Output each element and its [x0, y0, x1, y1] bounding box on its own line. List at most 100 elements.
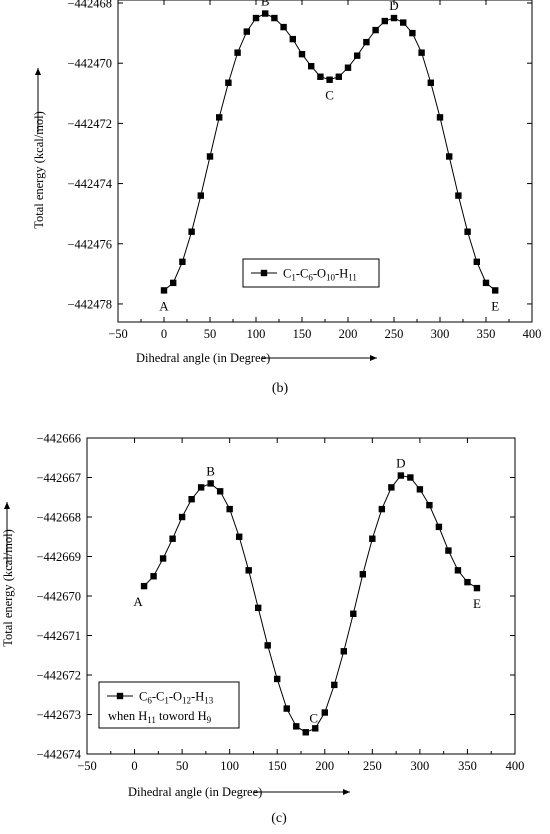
data-point [255, 604, 262, 612]
data-point [409, 29, 416, 37]
legend-subscript: 6 [308, 273, 313, 283]
x-tick-label: −50 [108, 327, 128, 341]
legend-text-part: when H [108, 709, 147, 723]
y-tick-label: −442667 [36, 471, 81, 485]
point-label-d: D [389, 0, 398, 13]
data-point [317, 73, 324, 80]
data-point [416, 486, 424, 493]
data-point [188, 228, 195, 235]
legend-text-part: -C [152, 690, 165, 704]
data-point [225, 79, 232, 86]
legend-label-line2: when H11 toword H9 [108, 709, 212, 725]
y-tick-label: −442673 [36, 708, 81, 722]
data-point [280, 23, 287, 31]
y-tick-label: −442668 [36, 511, 81, 525]
data-point [262, 10, 269, 17]
data-point [436, 114, 444, 121]
data-point [369, 535, 376, 542]
legend-text-part: -O [313, 267, 326, 281]
y-tick-label: −442669 [36, 550, 81, 564]
data-point [160, 287, 168, 294]
legend-text-part: -C [296, 267, 309, 281]
data-point [140, 582, 148, 590]
chart-panel-b: −50 0 50 100 150 200 250 300 350 400 −442468 −44247… [32, 0, 541, 396]
point-label-c: C [325, 88, 334, 103]
y-axis-arrowhead [4, 502, 10, 509]
y-tick-label: −442474 [67, 177, 112, 191]
legend-label: C6-C1-O12-H13 [139, 690, 214, 706]
panel-caption: (c) [271, 811, 287, 826]
point-label-c: C [309, 710, 318, 725]
chart-panel-c: −50 0 50 100 150 200 250 300 350 400 −442666 −44266… [1, 432, 524, 827]
data-point [435, 523, 443, 531]
point-label-b: B [261, 0, 270, 9]
y-tick-label: −442672 [36, 669, 81, 683]
x-axis-arrowhead [343, 789, 350, 795]
data-point [454, 567, 462, 574]
data-point [455, 192, 462, 199]
legend-text-part: -H [191, 690, 204, 704]
data-point [150, 573, 157, 580]
data-point [378, 505, 386, 513]
data-point [388, 484, 395, 491]
y-tick-label: −442671 [36, 629, 81, 643]
x-tick-label: 100 [220, 759, 239, 773]
x-tick-label: 400 [523, 327, 542, 341]
x-tick-label: 250 [363, 759, 382, 773]
legend-marker [116, 692, 124, 700]
y-tick-label: −442670 [36, 590, 81, 604]
data-point [197, 484, 205, 491]
data-point [308, 63, 315, 70]
x-tick-label: 300 [411, 759, 430, 773]
data-point [321, 709, 328, 716]
data-point [312, 725, 319, 732]
y-tick-label: −442470 [67, 57, 112, 71]
data-point [289, 35, 296, 43]
data-point [245, 567, 252, 574]
x-tick-label: −50 [77, 759, 97, 773]
data-point [274, 675, 281, 683]
x-tick-label: 200 [339, 327, 358, 341]
x-tick-label: 100 [247, 327, 266, 341]
data-point [397, 472, 405, 479]
data-point [197, 192, 204, 199]
data-point [226, 505, 233, 513]
panel-caption: (b) [272, 381, 289, 396]
x-tick-label: 250 [385, 327, 404, 341]
data-point [372, 26, 379, 34]
x-axis-title: Dihedral angle (in Degree) [128, 785, 262, 799]
data-point [482, 279, 490, 287]
y-tick-label: −442666 [36, 432, 81, 446]
legend-text-part: toword H [156, 709, 207, 723]
x-tick-label: 150 [268, 759, 287, 773]
x-tick-label: 50 [204, 327, 217, 341]
legend-subscript: 6 [147, 696, 152, 706]
legend-subscript: 11 [348, 273, 357, 283]
x-tick-label: 50 [176, 759, 189, 773]
data-point [381, 17, 388, 25]
x-tick-label: 150 [293, 327, 312, 341]
data-point [354, 52, 361, 59]
legend-label: C1-C6-O10-H11 [283, 267, 357, 283]
legend-subscript: 10 [326, 273, 336, 283]
data-point [179, 258, 186, 266]
legend-text-part: C [283, 267, 291, 281]
data-point [302, 729, 309, 736]
data-point [390, 14, 398, 22]
data-point [271, 14, 278, 22]
data-point [298, 50, 306, 58]
data-point [350, 610, 357, 617]
legend-box [98, 681, 240, 729]
x-tick-label: 300 [431, 327, 450, 341]
y-tick-label: −442478 [67, 297, 112, 311]
data-point [418, 49, 425, 56]
legend-text-part: -H [335, 267, 348, 281]
data-point [464, 228, 471, 235]
point-label-d: D [396, 456, 405, 471]
data-point [188, 496, 195, 503]
x-tick-label: 350 [458, 759, 477, 773]
legend-subscript: 1 [164, 696, 169, 706]
data-point [340, 648, 347, 655]
point-label-a: A [159, 298, 169, 313]
y-tick-label: −442468 [67, 0, 112, 11]
